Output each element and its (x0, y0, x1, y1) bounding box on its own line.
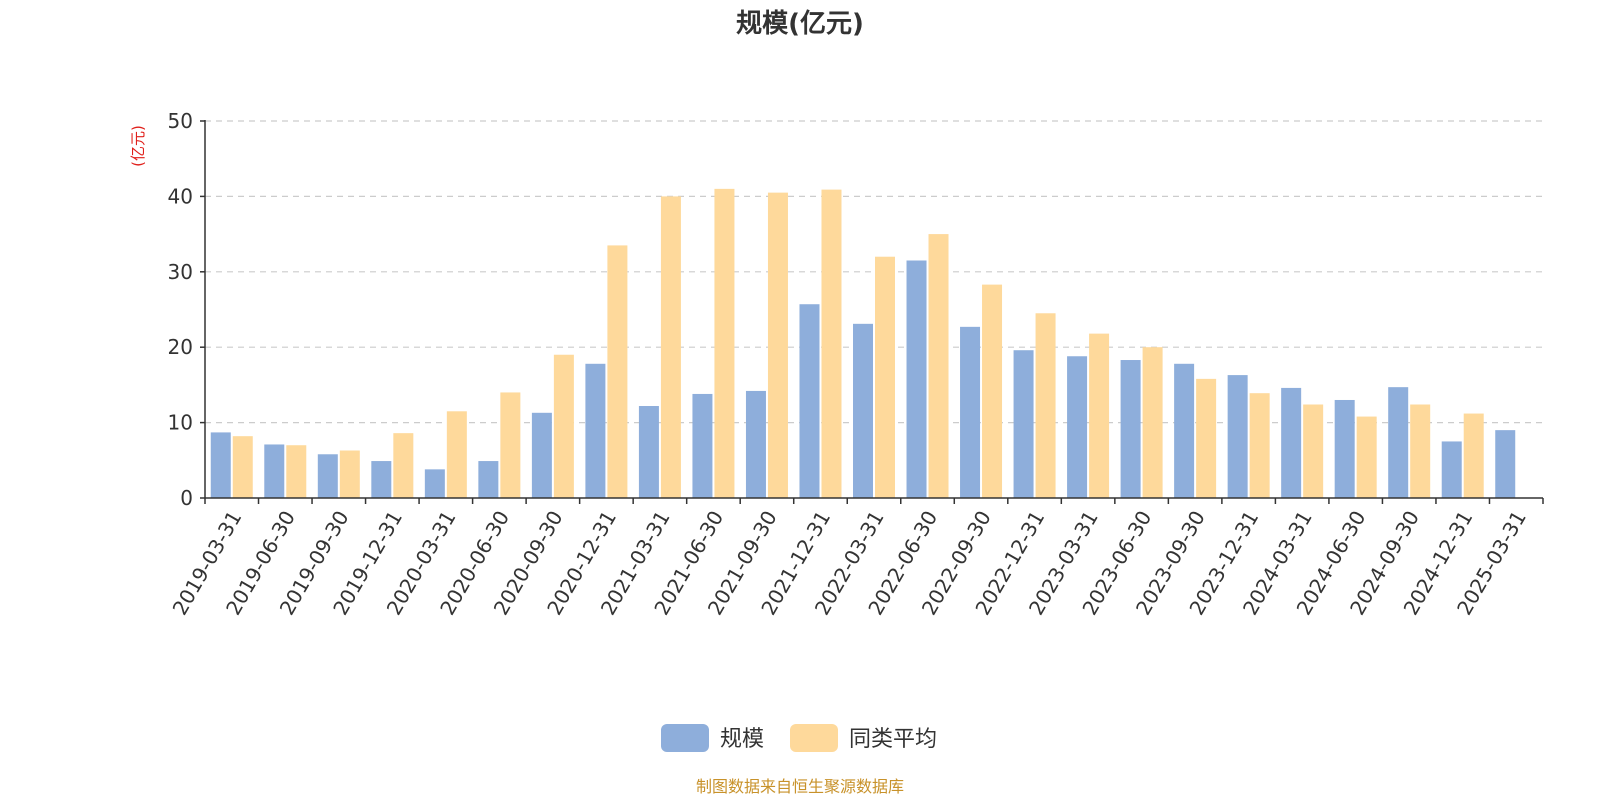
bar-scale (1174, 363, 1195, 498)
bar-scale (638, 406, 659, 498)
bar-peer-average (821, 189, 842, 498)
bar-scale (853, 323, 873, 498)
bar-scale (531, 412, 552, 498)
bar-scale (1227, 375, 1248, 498)
bar-peer-average (1089, 333, 1110, 498)
chart-title: 规模(亿元) (736, 9, 864, 39)
y-tick-label: 20 (168, 335, 193, 359)
bar-peer-average (232, 436, 253, 498)
bar-peer-average (1142, 347, 1163, 498)
bar-peer-average (982, 284, 1003, 498)
bar-scale (1281, 387, 1302, 498)
bar-peer-average (286, 445, 307, 498)
bar-peer-average (607, 245, 628, 498)
bar-peer-average (1463, 413, 1484, 498)
bar-scale (478, 461, 499, 498)
bar-scale (745, 390, 766, 498)
bar-peer-average (875, 256, 895, 498)
bar-scale (371, 461, 392, 498)
y-tick-label: 30 (168, 260, 193, 284)
bar-scale (1441, 441, 1462, 498)
y-tick-label: 0 (180, 486, 193, 510)
bars-group (210, 188, 1516, 499)
y-tick-label: 50 (168, 109, 193, 133)
bar-scale (799, 304, 820, 498)
bar-peer-average (1356, 416, 1377, 498)
bar-peer-average (1196, 378, 1217, 498)
y-tick-label: 40 (168, 184, 193, 208)
bar-scale (1334, 399, 1355, 498)
bar-scale (1388, 387, 1409, 498)
legend-swatch-peer-average (790, 724, 838, 752)
bar-scale (264, 444, 285, 498)
bar-scale (960, 326, 981, 498)
bar-peer-average (1410, 404, 1431, 498)
bar-peer-average (446, 411, 467, 498)
bar-peer-average (660, 196, 681, 498)
bar-peer-average (553, 354, 574, 498)
legend-label-scale: 规模 (720, 727, 764, 752)
legend-swatch-scale (661, 724, 709, 752)
bar-peer-average (714, 188, 735, 499)
legend-label-peer-average: 同类平均 (849, 727, 937, 752)
legend: 规模 同类平均 (661, 724, 937, 752)
y-tick-label: 10 (168, 411, 193, 435)
bar-peer-average (1035, 313, 1056, 498)
axes-group (200, 120, 1544, 504)
bar-scale (1120, 360, 1141, 498)
bar-scale (1013, 350, 1034, 498)
y-axis-label: (亿元) (129, 125, 147, 167)
bar-scale (585, 363, 606, 498)
bar-scale (692, 393, 713, 498)
y-tick-labels: 0 10 20 30 40 50 (168, 109, 193, 510)
grid-lines (205, 120, 1543, 424)
bar-peer-average (928, 234, 949, 498)
bar-peer-average (1249, 393, 1270, 498)
bar-scale (1495, 430, 1516, 498)
bar-peer-average (339, 450, 360, 498)
bar-scale (424, 469, 445, 498)
bar-peer-average (393, 433, 414, 498)
bar-peer-average (767, 192, 788, 498)
bar-scale (317, 454, 338, 498)
bar-scale (1067, 356, 1088, 498)
bar-scale (210, 432, 231, 498)
bar-peer-average (1303, 404, 1324, 498)
x-tick-labels: 2019-03-312019-06-302019-09-302019-12-31… (168, 506, 1531, 619)
source-note: 制图数据来自恒生聚源数据库 (696, 777, 904, 796)
bar-peer-average (500, 392, 521, 498)
bar-scale (906, 260, 927, 498)
